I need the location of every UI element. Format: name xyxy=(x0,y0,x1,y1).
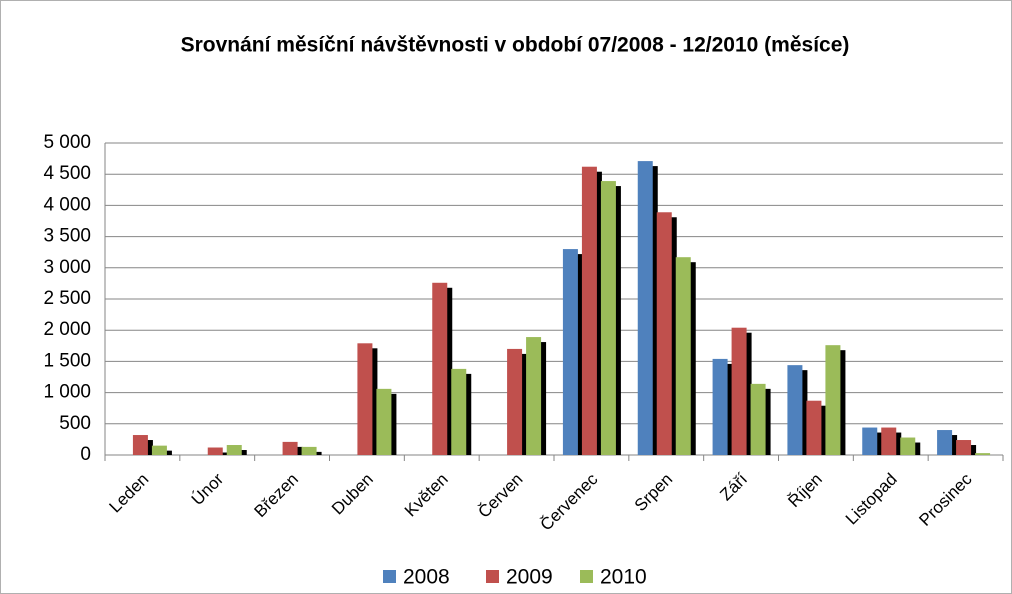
bar xyxy=(937,430,953,455)
bar xyxy=(956,440,972,455)
y-tick-label: 0 xyxy=(80,444,91,465)
bar xyxy=(975,453,991,455)
bar xyxy=(301,446,317,455)
bar xyxy=(581,166,597,455)
bar xyxy=(731,327,747,455)
bar xyxy=(675,257,691,455)
y-tick-label: 2 500 xyxy=(43,288,91,309)
bar xyxy=(226,445,242,455)
y-tick-label: 3 000 xyxy=(43,257,91,278)
bar xyxy=(207,447,223,455)
bar xyxy=(806,400,822,455)
bar xyxy=(132,435,148,455)
legend-swatch xyxy=(383,570,396,583)
legend-label: 2010 xyxy=(600,566,647,589)
bar xyxy=(600,181,616,455)
bar xyxy=(881,427,897,455)
bar xyxy=(376,388,392,455)
bar xyxy=(562,249,578,455)
y-tick-label: 4 500 xyxy=(43,163,91,184)
y-tick-label: 1 500 xyxy=(43,350,91,371)
bar xyxy=(750,383,766,455)
y-tick-label: 4 000 xyxy=(43,194,91,215)
y-tick-label: 500 xyxy=(59,413,91,434)
legend-label: 2008 xyxy=(403,566,450,589)
y-tick-label: 1 000 xyxy=(43,382,91,403)
y-tick-label: 5 000 xyxy=(43,132,91,153)
legend-swatch xyxy=(580,570,593,583)
y-tick-label: 3 500 xyxy=(43,226,91,247)
bar xyxy=(656,212,672,455)
bar xyxy=(712,358,728,455)
y-tick-label: 2 000 xyxy=(43,319,91,340)
bar xyxy=(282,441,298,455)
legend-swatch xyxy=(486,570,499,583)
bar xyxy=(637,161,653,455)
bar xyxy=(862,427,878,455)
bar xyxy=(825,345,841,455)
chart-title: Srovnání měsíční návštěvnosti v období 0… xyxy=(181,34,850,57)
bar xyxy=(787,365,803,455)
bar xyxy=(432,282,448,455)
bar xyxy=(526,337,542,455)
bar xyxy=(151,445,167,455)
bar xyxy=(507,348,523,455)
bar xyxy=(900,437,916,455)
bar xyxy=(357,343,373,455)
bar xyxy=(451,368,467,455)
legend-label: 2009 xyxy=(506,566,553,589)
